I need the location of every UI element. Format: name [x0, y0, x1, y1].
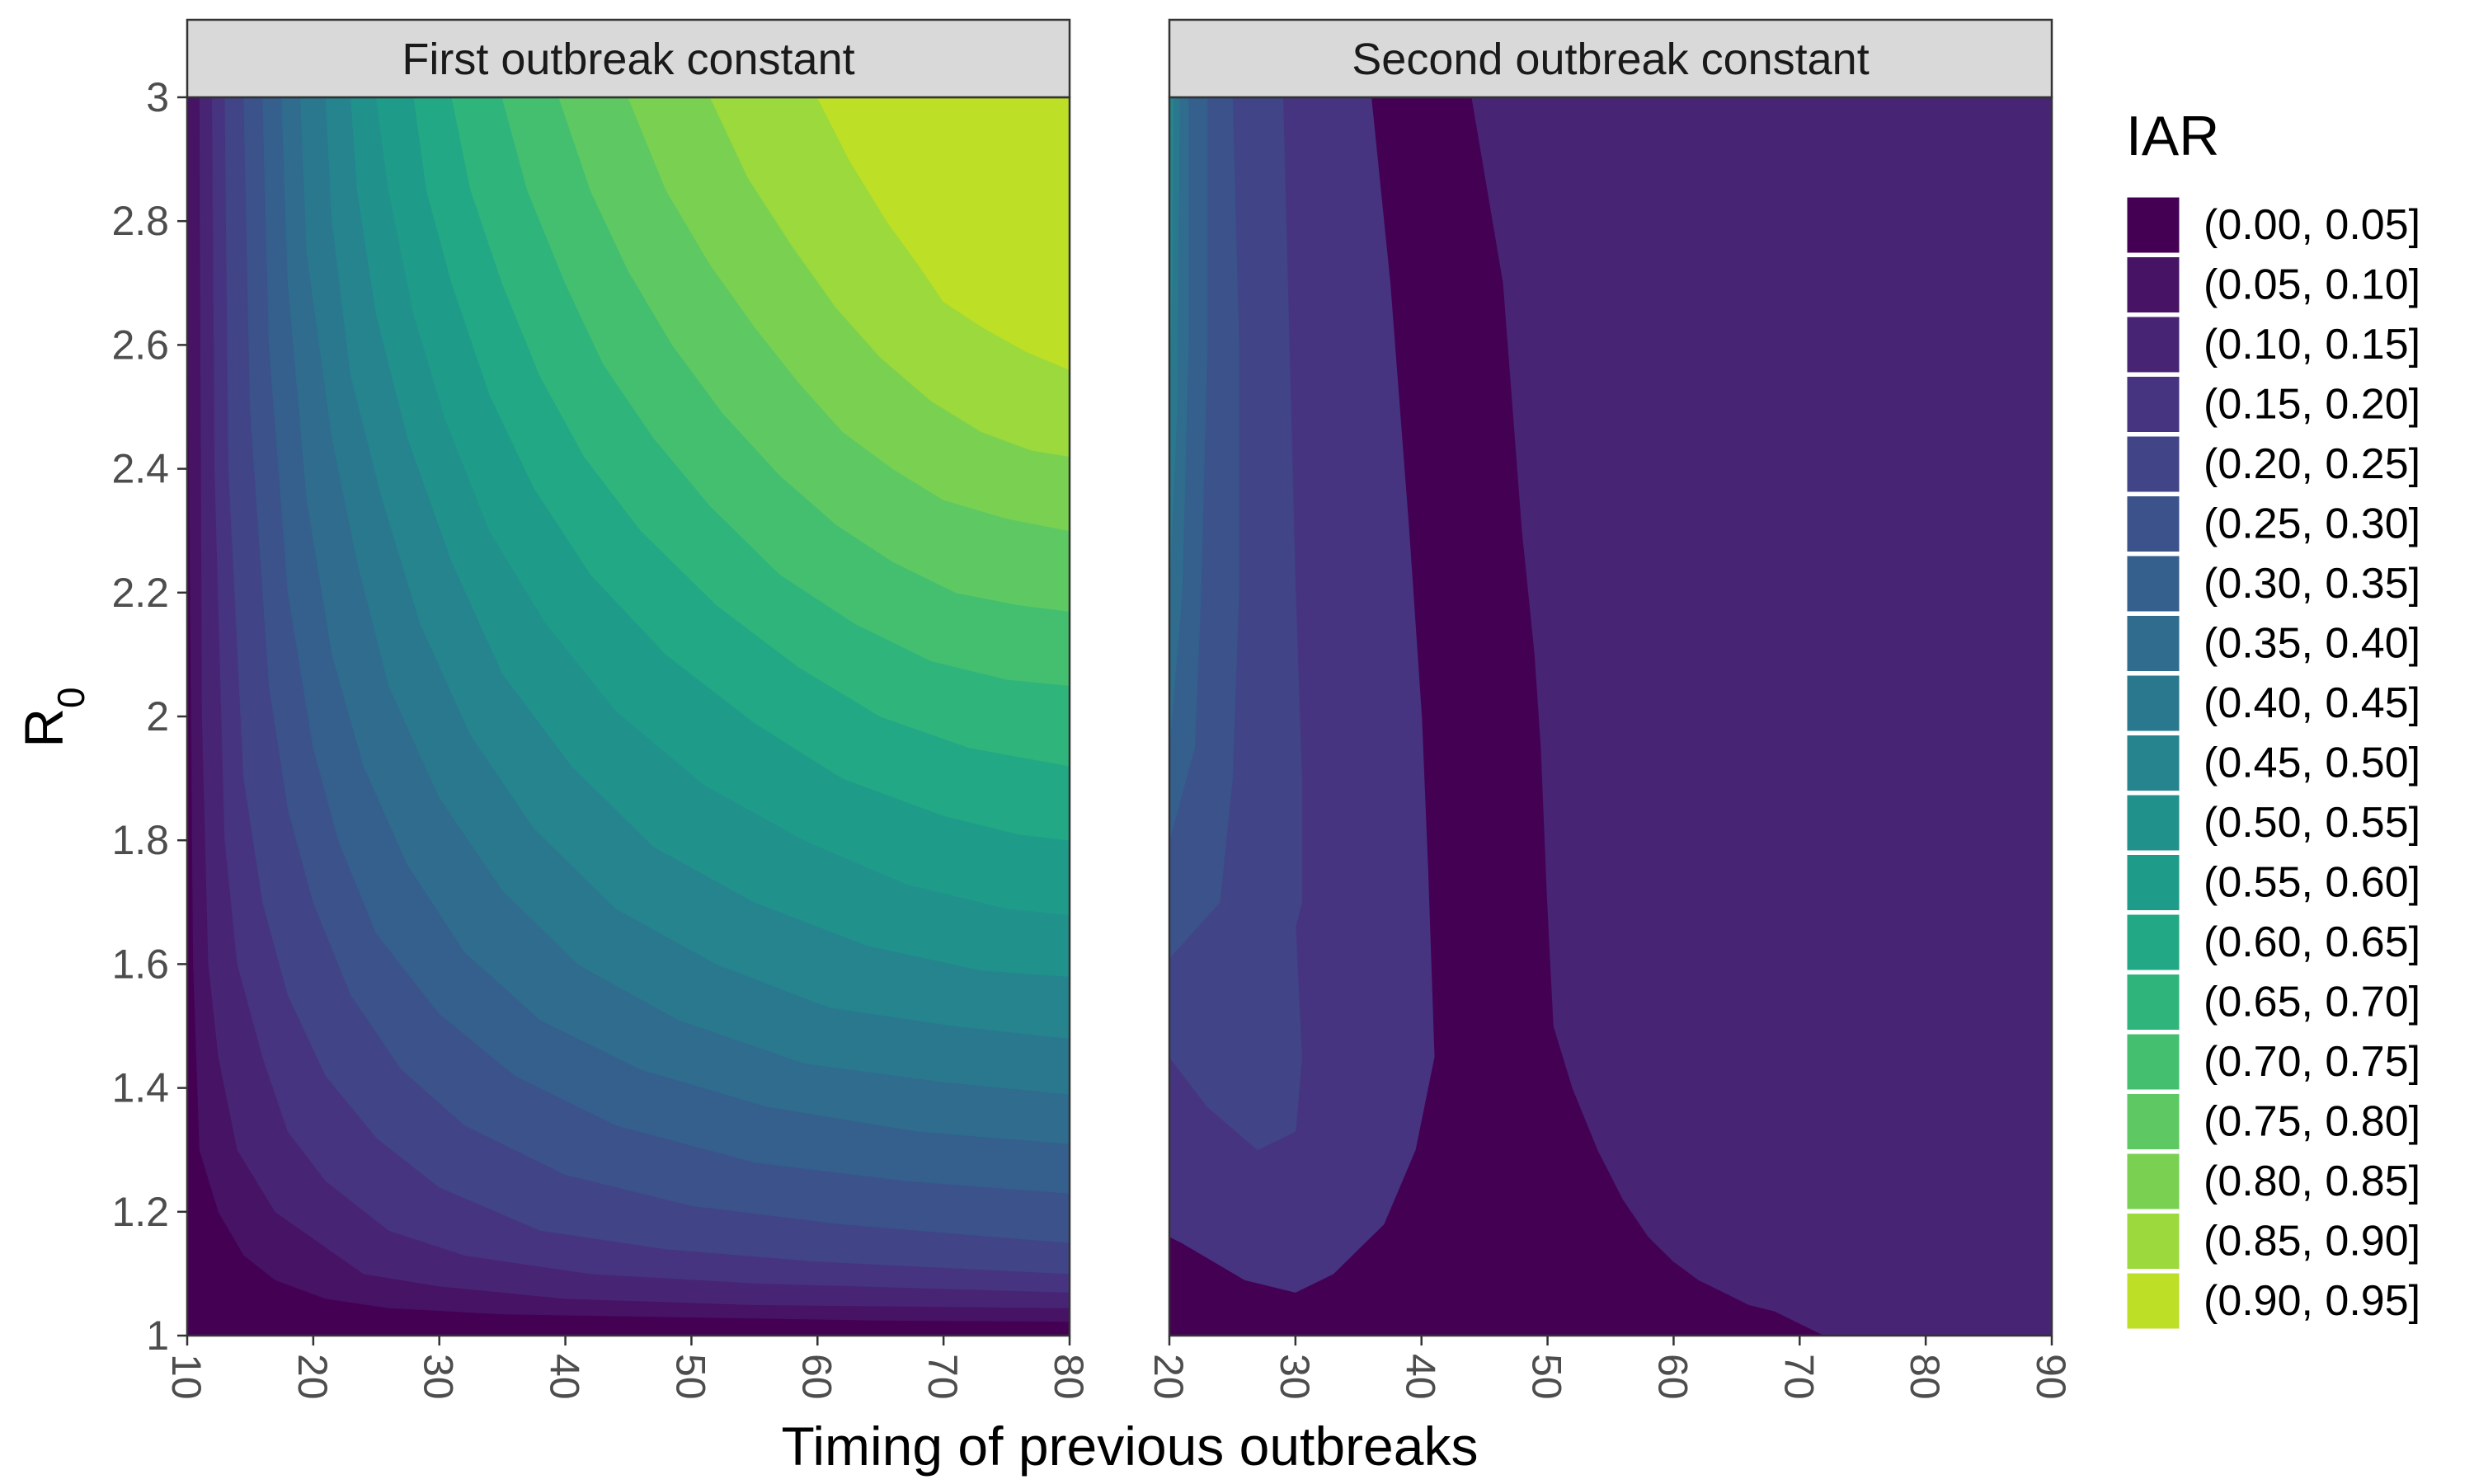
- y-tick-label: 1.8: [111, 817, 169, 863]
- legend-key: [2124, 1092, 2182, 1152]
- legend-label: (0.05, 0.10]: [2204, 261, 2420, 309]
- legend-key: [2124, 1031, 2182, 1092]
- legend-label: (0.20, 0.25]: [2204, 440, 2420, 488]
- y-tick-label: 2.4: [111, 446, 169, 492]
- y-axis-title-subscript: 0: [49, 687, 92, 708]
- legend-label: (0.35, 0.40]: [2204, 620, 2420, 668]
- legend-key: [2124, 792, 2182, 853]
- legend-key: [2124, 314, 2182, 375]
- y-tick-label: 2: [146, 693, 169, 740]
- x-tick-label: 70: [1776, 1354, 1822, 1400]
- legend-key: [2124, 1151, 2182, 1212]
- x-tick-label: 20: [1145, 1354, 1192, 1400]
- legend-label: (0.30, 0.35]: [2204, 560, 2420, 608]
- panel-strip-label: Second outbreak constant: [1352, 35, 1869, 84]
- y-tick-label: 2.8: [111, 198, 169, 244]
- y-tick-label: 1: [146, 1313, 169, 1359]
- legend-label: (0.60, 0.65]: [2204, 918, 2420, 966]
- legend: IAR (0.00, 0.05] (0.05, 0.10] (0.10, 0.15]…: [2124, 105, 2420, 1331]
- x-tick-label: 30: [416, 1354, 462, 1400]
- x-tick-label: 30: [1272, 1354, 1318, 1400]
- panel-strip: [1168, 18, 2053, 99]
- x-tick-label: 70: [920, 1354, 966, 1400]
- legend-key: [2124, 613, 2182, 674]
- y-axis: 1 1.2 1.4 1.6 1.8 2 2.2 2.4 2.6 2.8 3: [111, 74, 187, 1359]
- legend-title: IAR: [2126, 105, 2219, 167]
- legend-key: [2124, 374, 2182, 434]
- x-tick-label: 20: [289, 1354, 336, 1400]
- x-tick-label: 90: [2028, 1354, 2074, 1400]
- panel-1: First outbreak constant 10 20 30 40 50 60 70 80: [163, 18, 1092, 1400]
- legend-key: [2124, 434, 2182, 495]
- legend-key: [2124, 912, 2182, 973]
- legend-key: [2124, 195, 2182, 256]
- legend-key: [2124, 1211, 2182, 1271]
- legend-label: (0.25, 0.30]: [2204, 500, 2420, 548]
- x-tick-label: 80: [1046, 1354, 1092, 1400]
- legend-label: (0.85, 0.90]: [2204, 1218, 2420, 1266]
- legend-key: [2124, 494, 2182, 554]
- x-tick-label: 40: [542, 1354, 588, 1400]
- x-tick-label: 60: [1649, 1354, 1696, 1400]
- legend-label: (0.45, 0.50]: [2204, 740, 2420, 787]
- panel-2: Second outbreak constant 20 30 40 50 60 70 80 90: [1145, 18, 2074, 1400]
- legend-label: (0.15, 0.20]: [2204, 381, 2420, 429]
- y-tick-label: 1.2: [111, 1189, 169, 1235]
- x-tick-label: 50: [1524, 1354, 1570, 1400]
- legend-label: (0.90, 0.95]: [2204, 1277, 2420, 1325]
- legend-key: [2124, 733, 2182, 793]
- legend-label: (0.70, 0.75]: [2204, 1038, 2420, 1086]
- x-tick-label: 40: [1398, 1354, 1444, 1400]
- panel-strip: [186, 18, 1071, 99]
- legend-key: [2124, 1270, 2182, 1331]
- legend-label: (0.10, 0.15]: [2204, 321, 2420, 369]
- panel-strip-label: First outbreak constant: [402, 35, 854, 84]
- x-tick-label: 10: [163, 1354, 209, 1400]
- legend-label: (0.40, 0.45]: [2204, 679, 2420, 727]
- y-tick-label: 2.2: [111, 570, 169, 616]
- y-tick-label: 3: [146, 74, 169, 120]
- x-tick-label: 50: [667, 1354, 713, 1400]
- legend-key: [2124, 255, 2182, 315]
- legend-key: [2124, 972, 2182, 1032]
- legend-key: [2124, 673, 2182, 734]
- y-axis-title: R0: [13, 687, 92, 747]
- legend-label: (0.00, 0.05]: [2204, 201, 2420, 249]
- legend-label: (0.50, 0.55]: [2204, 799, 2420, 847]
- legend-label: (0.65, 0.70]: [2204, 979, 2420, 1026]
- y-tick-label: 2.6: [111, 322, 169, 368]
- legend-label: (0.55, 0.60]: [2204, 859, 2420, 907]
- legend-label: (0.75, 0.80]: [2204, 1098, 2420, 1146]
- legend-key: [2124, 553, 2182, 614]
- y-tick-label: 1.4: [111, 1065, 169, 1111]
- x-tick-label: 80: [1902, 1354, 1948, 1400]
- y-tick-label: 1.6: [111, 941, 169, 987]
- legend-label: (0.80, 0.85]: [2204, 1158, 2420, 1205]
- y-axis-title-main: R: [13, 708, 74, 748]
- contour-region: [1169, 96, 2053, 1336]
- x-tick-label: 60: [793, 1354, 840, 1400]
- x-axis-title: Timing of previous outbreaks: [782, 1416, 1479, 1477]
- legend-key: [2124, 852, 2182, 913]
